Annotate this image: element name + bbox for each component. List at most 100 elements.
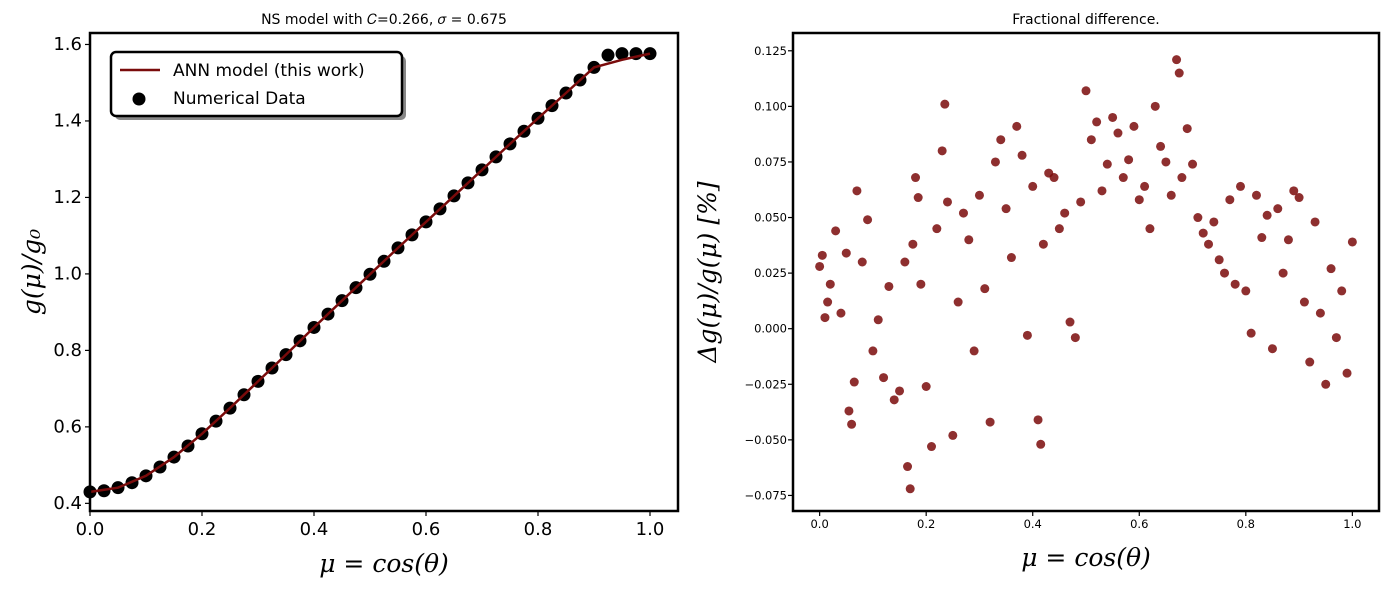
right-data-point bbox=[857, 257, 867, 267]
right-data-point bbox=[852, 186, 862, 196]
right-data-point bbox=[980, 284, 990, 294]
right-data-point bbox=[863, 215, 873, 225]
right-y-tick-label: 0.000 bbox=[754, 322, 787, 336]
right-data-point bbox=[1060, 208, 1070, 218]
right-data-point bbox=[1267, 344, 1277, 354]
right-data-point bbox=[969, 346, 979, 356]
left-chart-marks bbox=[83, 47, 657, 499]
right-plot-area bbox=[793, 33, 1379, 511]
right-chart-marks bbox=[815, 55, 1357, 494]
right-data-point bbox=[911, 173, 921, 183]
right-data-point bbox=[815, 261, 825, 271]
left-y-tick-label: 1.0 bbox=[53, 263, 82, 284]
right-data-point bbox=[1235, 181, 1245, 191]
right-data-point bbox=[1124, 155, 1134, 165]
right-data-point bbox=[1230, 279, 1240, 289]
left-x-tick-label: 0.4 bbox=[300, 519, 329, 540]
right-data-point bbox=[1145, 224, 1155, 234]
right-data-point bbox=[908, 239, 918, 249]
right-y-tick-label: 0.050 bbox=[754, 211, 787, 225]
legend-entry-ann-model: ANN model (this work) bbox=[173, 61, 365, 81]
right-data-point bbox=[940, 99, 950, 109]
right-data-point bbox=[913, 193, 923, 203]
right-data-point bbox=[879, 373, 889, 383]
right-data-point bbox=[1017, 150, 1027, 160]
right-data-point bbox=[1342, 368, 1352, 378]
left-x-axis-label: μ = cos(θ) bbox=[319, 549, 449, 578]
right-data-point bbox=[1166, 190, 1176, 200]
right-y-tick-label: 0.075 bbox=[754, 155, 787, 169]
right-data-point bbox=[1097, 186, 1107, 196]
right-data-point bbox=[1214, 255, 1224, 265]
right-data-point bbox=[1262, 210, 1272, 220]
right-data-point bbox=[1049, 173, 1059, 183]
left-x-tick-label: 0.6 bbox=[412, 519, 441, 540]
right-data-point bbox=[937, 146, 947, 156]
right-data-point bbox=[1172, 55, 1182, 65]
right-data-point bbox=[1108, 112, 1118, 122]
right-data-point bbox=[817, 250, 827, 260]
right-data-point bbox=[849, 377, 859, 387]
left-y-tick-label: 0.6 bbox=[53, 416, 82, 437]
right-data-point bbox=[1315, 308, 1325, 318]
right-data-point bbox=[1081, 86, 1091, 96]
right-data-point bbox=[1001, 204, 1011, 214]
left-y-tick-label: 0.4 bbox=[53, 493, 82, 514]
right-data-point bbox=[820, 313, 830, 323]
right-data-point bbox=[948, 430, 958, 440]
right-data-point bbox=[895, 386, 905, 396]
right-data-point bbox=[1006, 253, 1016, 263]
right-data-point bbox=[1033, 415, 1043, 425]
right-data-point bbox=[1305, 357, 1315, 367]
right-data-point bbox=[825, 279, 835, 289]
right-data-point bbox=[1140, 181, 1150, 191]
right-data-point bbox=[1177, 173, 1187, 183]
left-data-point bbox=[601, 48, 615, 62]
right-data-point bbox=[990, 157, 1000, 167]
right-data-point bbox=[1193, 213, 1203, 223]
legend-box bbox=[109, 50, 404, 118]
right-y-tick-label: −0.075 bbox=[744, 488, 787, 502]
right-data-point bbox=[974, 190, 984, 200]
left-axis-ticks: 0.0 0.2 0.4 0.6 0.8 1.0 0.4 0.6 0.8 1.0 1.2 1.4 1.6 bbox=[53, 34, 664, 540]
right-data-point bbox=[841, 248, 851, 258]
right-data-point bbox=[1326, 264, 1336, 274]
left-axes-frame bbox=[88, 31, 680, 513]
right-data-point bbox=[953, 297, 963, 307]
right-chart: Fractional difference. 0.0 0.2 0.4 0.6 0.8 1.… bbox=[693, 12, 1381, 572]
right-data-point bbox=[1092, 117, 1102, 127]
right-data-point bbox=[1174, 68, 1184, 78]
right-x-tick-label: 0.6 bbox=[1130, 517, 1148, 531]
left-x-tick-label: 0.8 bbox=[524, 519, 553, 540]
right-x-tick-label: 0.2 bbox=[917, 517, 935, 531]
right-data-point bbox=[1065, 317, 1075, 327]
right-data-point bbox=[1310, 217, 1320, 227]
right-data-point bbox=[1204, 239, 1214, 249]
right-data-point bbox=[1118, 173, 1128, 183]
right-data-point bbox=[1129, 121, 1139, 131]
right-y-axis-label: Δg(μ)/g(μ) [%] bbox=[693, 181, 722, 363]
right-data-point bbox=[1134, 195, 1144, 205]
right-data-point bbox=[932, 224, 942, 234]
right-data-point bbox=[1188, 159, 1198, 169]
left-data-point bbox=[615, 47, 629, 61]
right-data-point bbox=[1283, 235, 1293, 245]
right-data-point bbox=[847, 419, 857, 429]
right-data-point bbox=[823, 297, 833, 307]
right-data-point bbox=[1161, 157, 1171, 167]
right-data-point bbox=[903, 462, 913, 472]
right-x-tick-label: 0.8 bbox=[1237, 517, 1255, 531]
right-data-point bbox=[964, 235, 974, 245]
right-data-point bbox=[1076, 197, 1086, 207]
right-data-point bbox=[1251, 190, 1261, 200]
right-data-point bbox=[1299, 297, 1309, 307]
right-data-point bbox=[1209, 217, 1219, 227]
right-data-point bbox=[884, 281, 894, 291]
right-axes-frame bbox=[791, 31, 1381, 513]
right-data-point bbox=[1225, 195, 1235, 205]
right-data-point bbox=[889, 395, 899, 405]
right-data-point bbox=[1022, 330, 1032, 340]
right-data-point bbox=[921, 381, 931, 391]
right-data-point bbox=[985, 417, 995, 427]
